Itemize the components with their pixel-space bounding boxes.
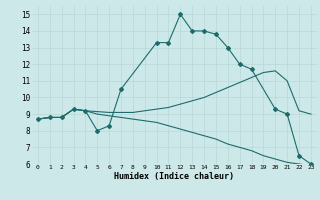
X-axis label: Humidex (Indice chaleur): Humidex (Indice chaleur) xyxy=(115,172,234,181)
